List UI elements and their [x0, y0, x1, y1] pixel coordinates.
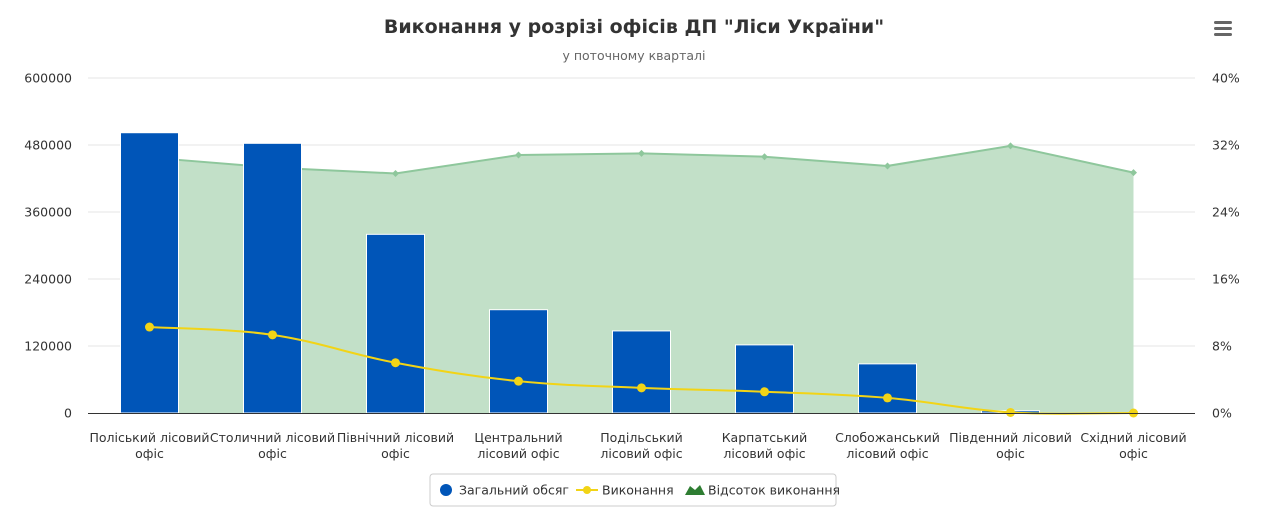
- y-right-tick-label: 0%: [1212, 406, 1232, 421]
- chart-subtitle: у поточному кварталі: [562, 48, 705, 63]
- y-right-tick-label: 32%: [1212, 138, 1240, 153]
- bar[interactable]: [612, 330, 671, 414]
- bar[interactable]: [735, 344, 794, 414]
- legend-marker-total: [440, 484, 452, 496]
- y-axis-left: 0 120000 240000 360000 480000 600000: [24, 71, 72, 421]
- execution-point[interactable]: [637, 383, 646, 393]
- execution-point[interactable]: [883, 393, 892, 403]
- legend-label-percent: Відсоток виконання: [708, 483, 840, 498]
- y-right-tick-label: 40%: [1212, 71, 1240, 86]
- y-right-tick-label: 8%: [1212, 339, 1232, 354]
- execution-point[interactable]: [145, 322, 154, 332]
- execution-point[interactable]: [391, 358, 400, 368]
- y-left-tick-label: 120000: [24, 339, 72, 354]
- x-tick-label: Південний лісовий офіс: [949, 430, 1072, 461]
- x-tick-label: Поліський лісовий офіс: [89, 430, 209, 461]
- area-point[interactable]: [1007, 142, 1014, 150]
- x-tick-label: Карпатський лісовий офіс: [722, 430, 808, 461]
- execution-point[interactable]: [268, 330, 277, 340]
- chart-title: Виконання у розрізі офісів ДП "Ліси Укра…: [384, 16, 884, 38]
- y-right-tick-label: 24%: [1212, 205, 1240, 220]
- chart-menu-button[interactable]: [1206, 14, 1240, 44]
- x-tick-label: Слобожанський лісовий офіс: [835, 430, 940, 461]
- execution-point[interactable]: [760, 387, 769, 397]
- y-left-tick-label: 360000: [24, 205, 72, 220]
- area-point[interactable]: [1130, 169, 1137, 177]
- area-point[interactable]: [638, 149, 645, 157]
- x-tick-label: Східний лісовий офіс: [1080, 430, 1186, 461]
- x-tick-label: Столичний лісовий офіс: [210, 430, 335, 461]
- y-left-tick-label: 480000: [24, 138, 72, 153]
- x-tick-label: Північний лісовий офіс: [337, 430, 454, 461]
- line-series-execution: [145, 322, 1138, 418]
- legend: Загальний обсяг Виконання Відсоток викон…: [429, 473, 840, 507]
- x-tick-label: Центральний лісовий офіс: [474, 430, 562, 461]
- y-left-tick-label: 600000: [24, 71, 72, 86]
- execution-point[interactable]: [514, 376, 523, 386]
- y-right-tick-label: 16%: [1212, 272, 1240, 287]
- area-point[interactable]: [761, 153, 768, 161]
- bar[interactable]: [243, 142, 302, 414]
- bar[interactable]: [489, 309, 548, 414]
- legend-marker-percent: [685, 485, 705, 495]
- execution-point[interactable]: [1006, 407, 1015, 417]
- legend-box: [429, 473, 837, 507]
- y-axis-right: 0% 8% 16% 24% 32% 40%: [1212, 71, 1240, 421]
- bar[interactable]: [858, 363, 917, 414]
- x-tick-label: Подільський лісовий офіс: [600, 430, 683, 461]
- legend-item-total[interactable]: Загальний обсяг: [440, 483, 569, 498]
- y-left-tick-label: 240000: [24, 272, 72, 287]
- hamburger-icon: [1214, 21, 1232, 36]
- area-point[interactable]: [392, 169, 399, 177]
- legend-label-execution: Виконання: [602, 483, 674, 498]
- legend-item-execution[interactable]: Виконання: [576, 483, 674, 498]
- legend-label-total: Загальний обсяг: [459, 483, 569, 498]
- legend-marker-execution: [583, 486, 591, 494]
- bar[interactable]: [366, 233, 425, 414]
- bar-series-total: [120, 132, 1040, 414]
- y-left-tick-label: 0: [64, 406, 72, 421]
- legend-item-percent[interactable]: Відсоток виконання: [685, 483, 840, 498]
- area-point[interactable]: [884, 162, 891, 170]
- area-point[interactable]: [515, 151, 522, 159]
- bar[interactable]: [120, 132, 179, 414]
